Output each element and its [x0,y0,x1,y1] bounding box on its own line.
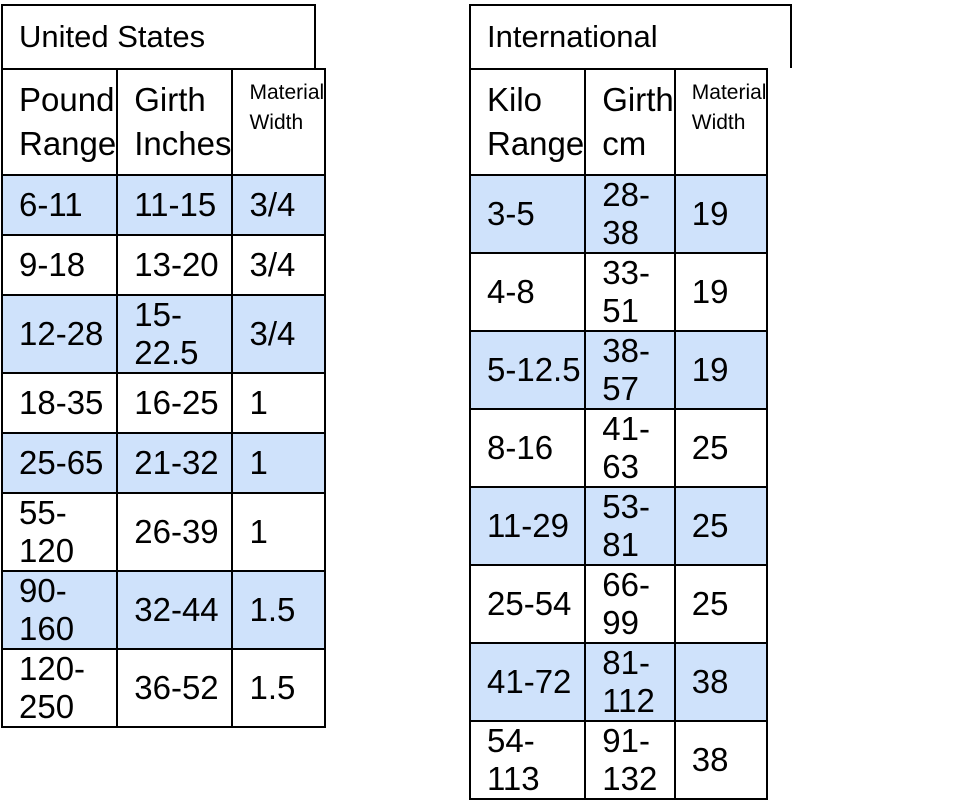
table-row: 54-113 91-132 38 [468,720,769,800]
header-girth-cm: Girth cm [584,68,676,176]
table-cell: 36-52 [116,648,234,728]
intl-table-grid: Kilo Range Girth cm Material Width 3-5 28… [468,68,769,800]
table-cell: 1 [231,432,327,494]
table-cell: 38 [673,642,769,722]
table-cell: 54-113 [468,720,587,800]
us-table-title: United States [1,4,316,68]
table-cell: 3-5 [468,174,587,254]
table-cell: 41-72 [468,642,587,722]
table-cell: 25 [673,564,769,644]
header-pound-range: Pound Range [0,68,119,176]
table-cell: 5-12.5 [468,330,587,410]
us-header-row: Pound Range Girth Inches Material Width [0,68,327,176]
table-row: 6-11 11-15 3/4 [0,174,327,236]
table-row: 18-35 16-25 1 [0,372,327,434]
table-row: 4-8 33-51 19 [468,252,769,332]
table-row: 90-160 32-44 1.5 [0,570,327,650]
intl-table-title: International [469,4,792,68]
table-cell: 120-250 [0,648,119,728]
table-cell: 12-28 [0,294,119,374]
table-cell: 1 [231,492,327,572]
table-cell: 9-18 [0,234,119,296]
table-cell: 38 [673,720,769,800]
intl-header-row: Kilo Range Girth cm Material Width [468,68,769,176]
header-girth-inches: Girth Inches [116,68,234,176]
table-cell: 6-11 [0,174,119,236]
table-cell: 11-15 [116,174,234,236]
table-cell: 11-29 [468,486,587,566]
table-cell: 19 [673,174,769,254]
table-cell: 38-57 [584,330,676,410]
table-cell: 8-16 [468,408,587,488]
table-row: 12-28 15-22.5 3/4 [0,294,327,374]
table-cell: 25-65 [0,432,119,494]
table-cell: 25-54 [468,564,587,644]
table-cell: 18-35 [0,372,119,434]
table-cell: 1.5 [231,648,327,728]
table-cell: 25 [673,408,769,488]
table-cell: 25 [673,486,769,566]
header-material-width: Material Width [231,68,327,176]
table-row: 5-12.5 38-57 19 [468,330,769,410]
table-cell: 55-120 [0,492,119,572]
table-row: 11-29 53-81 25 [468,486,769,566]
table-cell: 3/4 [231,174,327,236]
table-cell: 26-39 [116,492,234,572]
table-cell: 1.5 [231,570,327,650]
table-row: 25-54 66-99 25 [468,564,769,644]
table-row: 3-5 28-38 19 [468,174,769,254]
table-cell: 15-22.5 [116,294,234,374]
table-row: 55-120 26-39 1 [0,492,327,572]
table-cell: 19 [673,252,769,332]
table-cell: 4-8 [468,252,587,332]
header-kilo-range: Kilo Range [468,68,587,176]
us-table-grid: Pound Range Girth Inches Material Width … [0,68,327,728]
header-material-width: Material Width [673,68,769,176]
table-cell: 16-25 [116,372,234,434]
table-cell: 81-112 [584,642,676,722]
table-row: 41-72 81-112 38 [468,642,769,722]
table-cell: 28-38 [584,174,676,254]
table-cell: 13-20 [116,234,234,296]
table-cell: 19 [673,330,769,410]
table-cell: 53-81 [584,486,676,566]
table-cell: 66-99 [584,564,676,644]
table-cell: 90-160 [0,570,119,650]
table-row: 120-250 36-52 1.5 [0,648,327,728]
table-cell: 32-44 [116,570,234,650]
table-cell: 3/4 [231,294,327,374]
table-row: 25-65 21-32 1 [0,432,327,494]
table-row: 8-16 41-63 25 [468,408,769,488]
table-cell: 1 [231,372,327,434]
table-row: 9-18 13-20 3/4 [0,234,327,296]
table-cell: 3/4 [231,234,327,296]
table-cell: 21-32 [116,432,234,494]
table-cell: 91-132 [584,720,676,800]
table-cell: 41-63 [584,408,676,488]
table-cell: 33-51 [584,252,676,332]
